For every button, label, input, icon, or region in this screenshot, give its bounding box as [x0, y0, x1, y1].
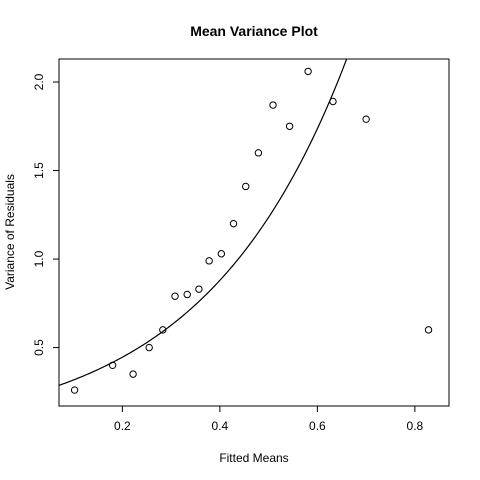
- x-tick-label: 0.8: [407, 419, 424, 433]
- x-axis: 0.2 0.4 0.6 0.8: [114, 406, 424, 433]
- fitted-curve: [59, 59, 348, 386]
- data-point: [145, 343, 153, 352]
- x-tick-label: 0.4: [212, 419, 229, 433]
- data-point: [217, 250, 226, 258]
- x-axis-label: Fitted Means: [219, 451, 288, 465]
- data-point: [269, 101, 277, 109]
- data-point: [70, 386, 79, 394]
- data-point: [129, 370, 137, 378]
- y-axis: 0.5 1.0 1.5 2.0: [32, 73, 59, 356]
- data-point: [108, 361, 117, 369]
- data-point: [183, 290, 191, 299]
- data-points: [70, 67, 433, 394]
- chart-title: Mean Variance Plot: [190, 23, 318, 39]
- data-point: [159, 326, 167, 334]
- data-point: [195, 285, 203, 293]
- y-tick-label: 2.0: [32, 73, 46, 90]
- plot-area-frame: [58, 58, 450, 407]
- data-point: [229, 219, 238, 228]
- data-point: [329, 97, 337, 106]
- data-point: [285, 122, 294, 130]
- x-tick-label: 0.6: [309, 419, 326, 433]
- data-point: [424, 326, 433, 334]
- data-point: [242, 182, 250, 191]
- data-point: [304, 67, 312, 76]
- data-point: [362, 115, 370, 123]
- x-tick-label: 0.2: [114, 419, 131, 433]
- data-point: [205, 257, 213, 265]
- data-point: [171, 292, 179, 300]
- y-tick-label: 1.5: [32, 162, 46, 179]
- y-axis-label: Variance of Residuals: [3, 174, 17, 290]
- data-point: [254, 149, 263, 157]
- y-tick-label: 0.5: [32, 339, 46, 356]
- y-tick-label: 1.0: [32, 250, 46, 267]
